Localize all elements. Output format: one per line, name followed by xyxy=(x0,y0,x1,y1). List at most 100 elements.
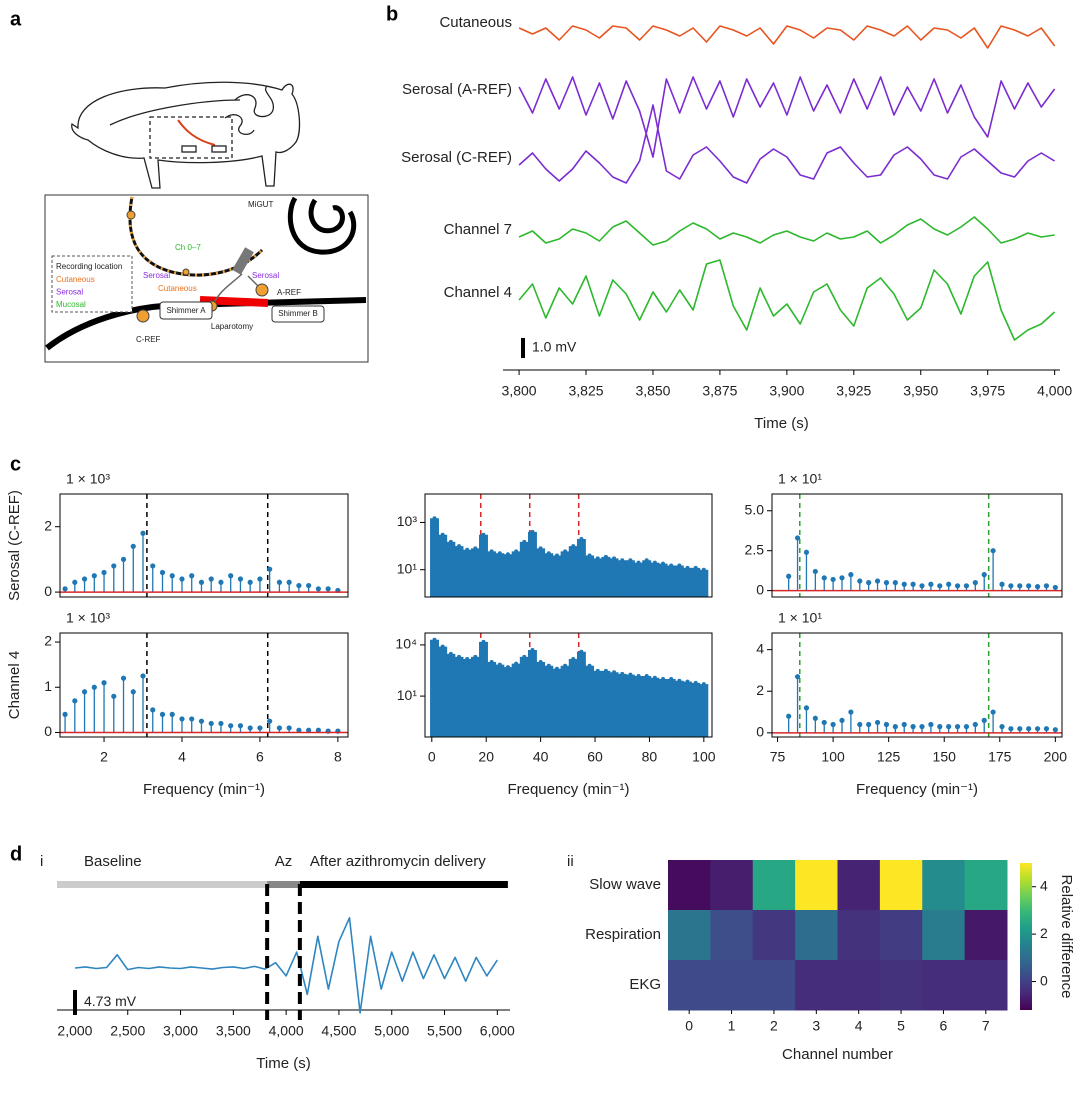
stem-marker xyxy=(848,572,854,578)
stem xyxy=(140,673,146,733)
stem xyxy=(699,682,709,737)
stem-marker xyxy=(972,580,978,586)
sub-label: i xyxy=(40,853,43,870)
x-axis-label: Time (s) xyxy=(256,1055,310,1072)
stem-marker xyxy=(481,532,486,537)
label: Ch 0–7 xyxy=(175,243,201,252)
x-tick-label: 3,975 xyxy=(970,383,1005,399)
stem xyxy=(198,579,205,593)
stem xyxy=(683,565,692,597)
electrode xyxy=(182,268,190,276)
stem-marker xyxy=(257,725,263,731)
stem xyxy=(892,724,898,733)
x-tick-label: 20 xyxy=(478,749,494,765)
stem-marker xyxy=(579,536,584,541)
stem xyxy=(1026,726,1032,733)
stem-marker xyxy=(677,678,682,683)
stem xyxy=(150,707,156,733)
stem xyxy=(821,575,827,591)
stem xyxy=(674,678,684,737)
stem-marker xyxy=(465,656,470,661)
stem xyxy=(438,644,448,737)
stem xyxy=(839,575,845,591)
heatmap-cell xyxy=(837,960,881,1011)
x-tick-label: 0 xyxy=(685,1018,693,1034)
stem xyxy=(315,586,321,593)
scale-bar-label: 4.73 mV xyxy=(84,993,137,1009)
stem xyxy=(839,717,845,733)
x-tick-label: 3,875 xyxy=(702,383,737,399)
heatmap-cell xyxy=(710,910,754,961)
x-tick-label: 175 xyxy=(988,749,1012,765)
stem xyxy=(189,716,195,733)
stem-marker xyxy=(440,532,445,537)
stem xyxy=(495,662,505,737)
stem xyxy=(658,561,668,597)
stem xyxy=(999,581,1005,591)
stem-marker xyxy=(595,556,600,561)
x-axis-label: Time (s) xyxy=(754,415,808,432)
stem xyxy=(1043,726,1050,733)
shimmer-a-box xyxy=(159,301,213,320)
stem xyxy=(527,648,537,737)
x-tick-label: 4,000 xyxy=(269,1023,304,1039)
stem xyxy=(1008,583,1014,591)
stem-marker xyxy=(946,724,952,730)
stem xyxy=(674,563,684,597)
trace xyxy=(518,216,1055,246)
stem-marker xyxy=(701,567,706,572)
stem xyxy=(101,680,107,733)
stem-marker xyxy=(91,573,97,579)
stem xyxy=(866,721,872,733)
heatmap-cell xyxy=(710,860,754,911)
stem-marker xyxy=(286,579,292,585)
stem xyxy=(130,689,136,733)
stem xyxy=(479,532,488,597)
stem xyxy=(159,711,166,733)
stem xyxy=(830,721,836,733)
sub-label: ii xyxy=(567,853,574,870)
row-label: Respiration xyxy=(585,926,661,943)
stem-marker xyxy=(954,724,961,730)
pig-gut-red xyxy=(177,119,216,146)
stem xyxy=(601,554,611,597)
stem-marker xyxy=(101,569,107,576)
stem-marker xyxy=(669,677,674,682)
stem xyxy=(237,723,244,733)
phase-label: Baseline xyxy=(84,853,142,870)
stem xyxy=(1043,583,1050,591)
stem-marker xyxy=(169,711,175,717)
stem-marker xyxy=(189,573,195,579)
stem xyxy=(1034,726,1041,733)
stem-marker xyxy=(237,723,244,729)
x-tick-label: 200 xyxy=(1044,749,1068,765)
stem-marker xyxy=(990,709,996,715)
y-tick-label: 0 xyxy=(756,581,764,597)
stem xyxy=(454,544,464,597)
stem xyxy=(609,556,619,597)
stem-marker xyxy=(522,654,527,659)
label: Shimmer B xyxy=(278,309,318,318)
trace xyxy=(518,104,1056,184)
x-tick-label: 3,000 xyxy=(163,1023,198,1039)
stem xyxy=(81,576,88,593)
stem-marker xyxy=(457,544,462,549)
stem-marker xyxy=(296,582,302,589)
stem xyxy=(848,572,854,591)
colorbar-label: Relative difference xyxy=(1058,875,1075,999)
x-tick-label: 150 xyxy=(933,749,957,765)
x-tick-label: 3,850 xyxy=(635,383,670,399)
stem xyxy=(857,721,863,733)
panel-label: a xyxy=(10,8,22,30)
stem-marker xyxy=(497,551,502,556)
stem xyxy=(568,544,578,597)
electrode xyxy=(136,309,150,323)
stem-marker xyxy=(140,673,146,679)
stem-marker xyxy=(538,546,543,551)
stem xyxy=(786,713,792,733)
stem-marker xyxy=(866,721,872,728)
stem-marker xyxy=(652,560,657,565)
stem-marker xyxy=(571,656,576,661)
stem xyxy=(430,516,439,597)
axes-frame xyxy=(771,493,1063,598)
